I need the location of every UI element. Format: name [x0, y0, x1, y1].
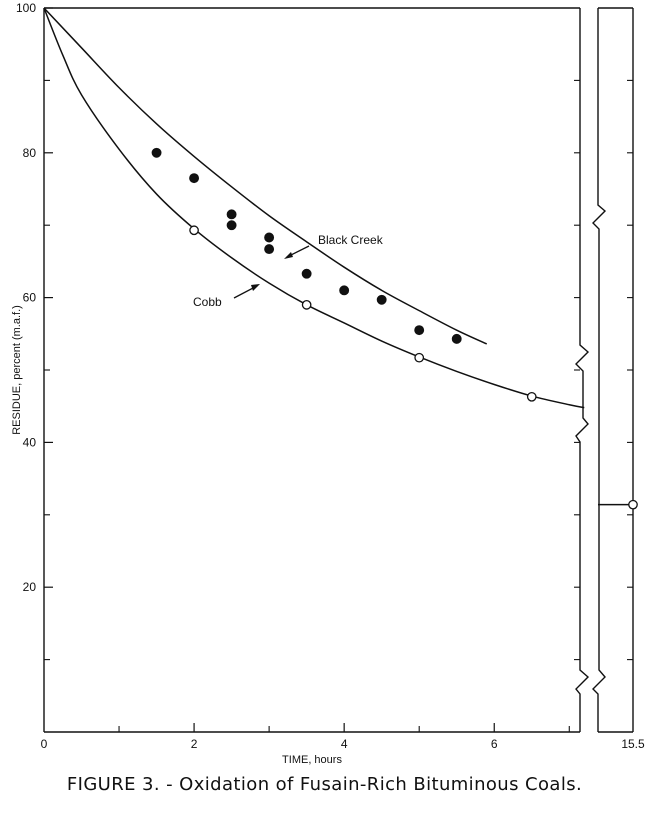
x-tick-label: 0: [41, 737, 48, 751]
main-frame-right-break: [575, 8, 590, 732]
black-creek-point: [189, 173, 200, 184]
black-creek-point: [376, 294, 387, 305]
y-axis-title: RESIDUE, percent (m.a.f.): [11, 305, 23, 435]
y-tick-label: 40: [23, 435, 37, 449]
y-tick-label: 60: [23, 291, 37, 305]
x-tick-label: 4: [341, 737, 348, 751]
black-creek-point: [414, 325, 425, 336]
cobb-label: Cobb: [193, 295, 222, 309]
black-creek-curve: [43, 7, 488, 345]
y-tick-label: 20: [23, 580, 37, 594]
cobb-point: [189, 225, 199, 236]
black-creek-point: [264, 232, 275, 243]
figure-caption: FIGURE 3. - Oxidation of Fusain-Rich Bit…: [66, 774, 583, 795]
x-axis-title: TIME, hours: [282, 754, 342, 766]
axis-ticks: [44, 7, 633, 732]
x-tick-label: 6: [491, 737, 498, 751]
cobb-point: [628, 499, 638, 510]
axis-tick-labels: 0 2 4 6 20 40 60 80 100: [16, 1, 498, 751]
black-creek-point: [151, 147, 162, 158]
break-panel-left-break: [592, 8, 607, 732]
break-x-tick-label: 15.5: [621, 737, 645, 751]
cobb-point: [301, 299, 312, 310]
black-creek-label: Black Creek: [318, 233, 384, 247]
black-creek-point: [226, 220, 237, 231]
cobb-pointer-head: [251, 284, 260, 291]
black-creek-point: [301, 268, 312, 279]
cobb-point: [414, 352, 425, 363]
x-tick-label: 2: [191, 737, 198, 751]
cobb-curve: [43, 7, 585, 409]
black-creek-point: [226, 209, 237, 220]
chart: 0 2 4 6 20 40 60 80 100 TIME, hours RESIDUE, per…: [11, 1, 645, 766]
black-creek-point: [451, 333, 462, 344]
series-curves: [43, 7, 633, 506]
black-creek-point: [264, 244, 275, 255]
cobb-point: [526, 391, 537, 402]
black-creek-point: [339, 285, 350, 296]
series-markers: [151, 147, 638, 510]
black-creek-pointer-head: [284, 252, 293, 259]
y-tick-label: 80: [23, 146, 37, 160]
y-tick-label: 100: [16, 1, 36, 15]
